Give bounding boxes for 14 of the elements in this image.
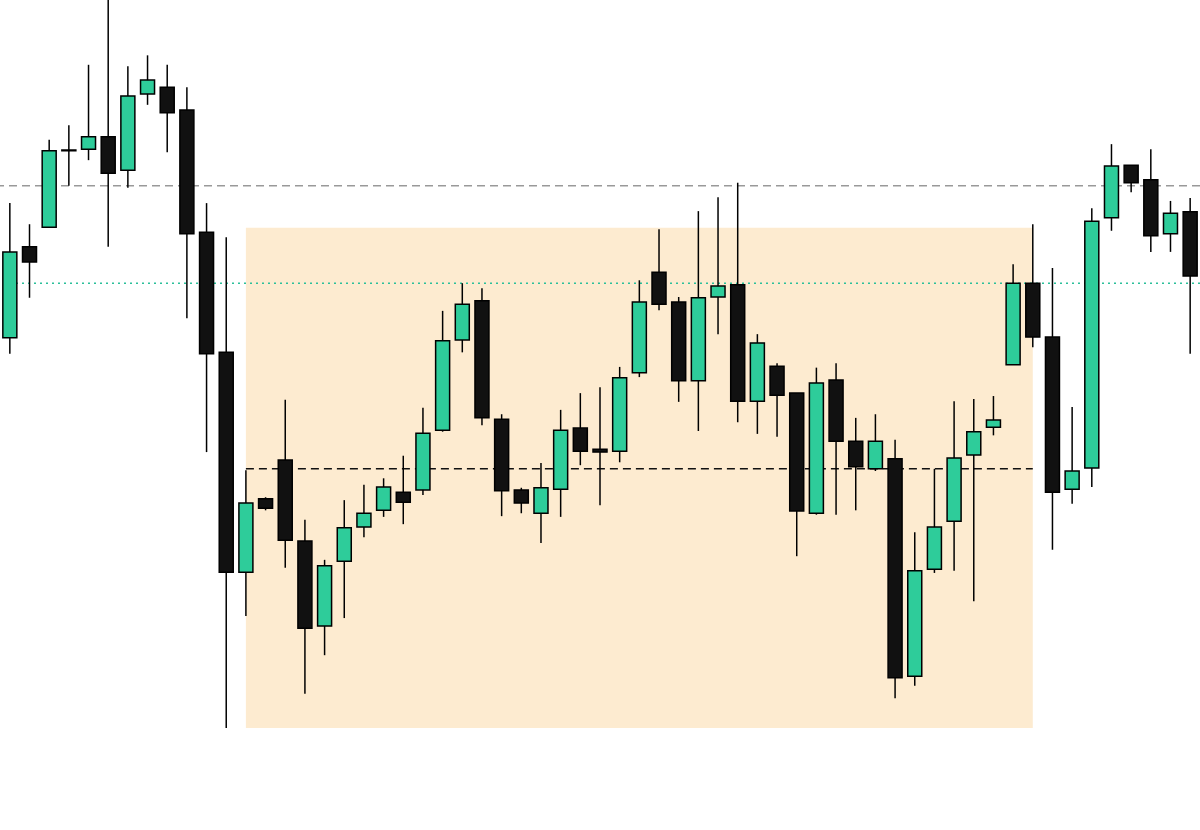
candlestick <box>80 64 97 161</box>
candlestick <box>375 477 392 518</box>
candlestick <box>985 395 1002 437</box>
candlestick <box>572 392 589 466</box>
candlestick <box>139 54 156 106</box>
candlestick <box>966 398 982 603</box>
candlestick <box>61 124 77 187</box>
candlestick <box>1162 200 1179 253</box>
candlestick <box>513 487 530 514</box>
candlestick <box>1064 406 1080 505</box>
candlestick <box>710 196 726 335</box>
candlestick <box>1123 164 1139 193</box>
candlestick <box>21 223 38 299</box>
candlestick <box>356 484 372 539</box>
